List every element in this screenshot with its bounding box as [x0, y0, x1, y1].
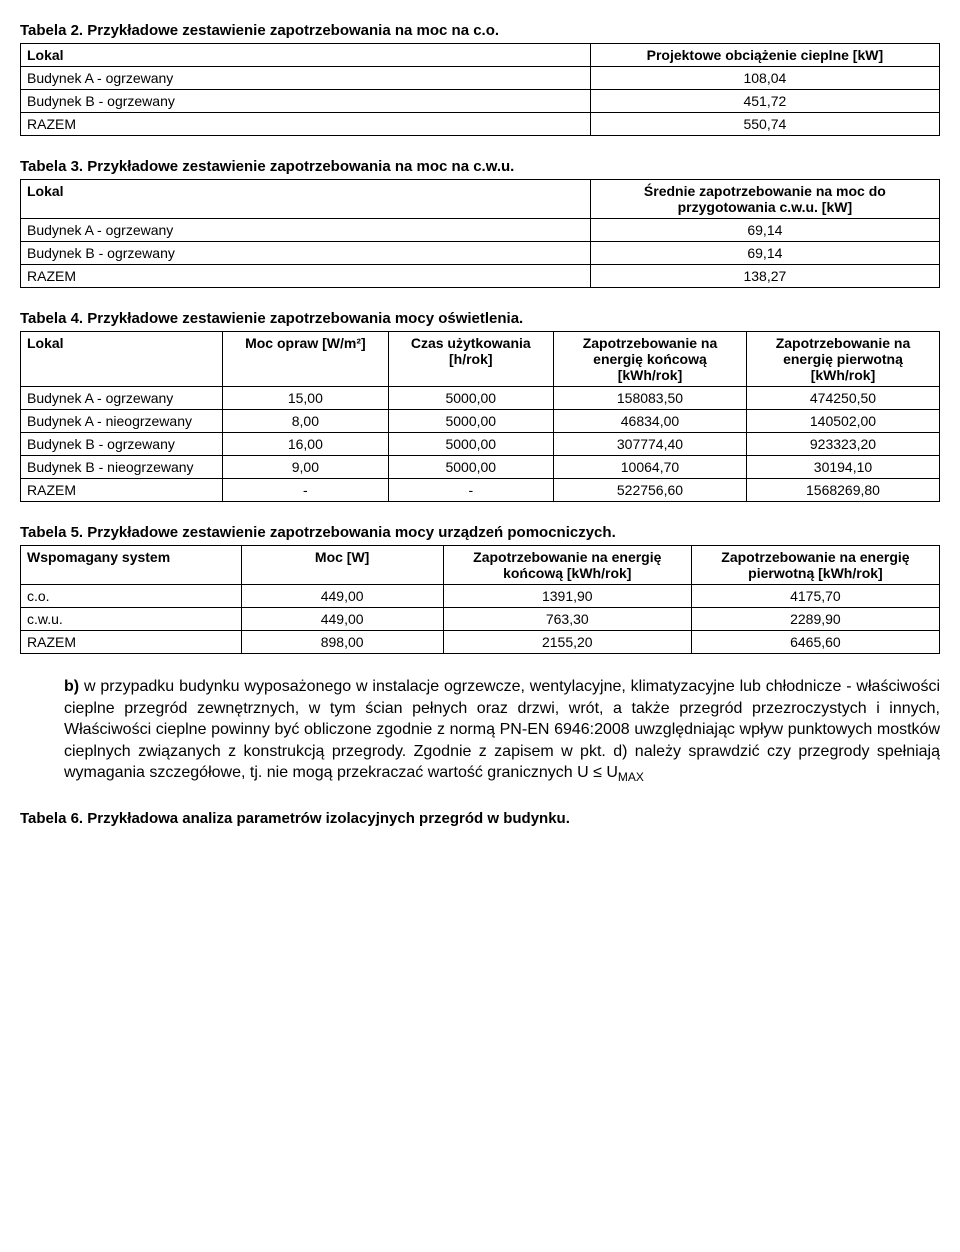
table2-body: Budynek A - ogrzewany108,04Budynek B - o…	[21, 67, 940, 136]
table-row: Budynek A - ogrzewany69,14	[21, 219, 940, 242]
table-row: Budynek B - ogrzewany69,14	[21, 242, 940, 265]
table-cell: 69,14	[590, 242, 939, 265]
table-row: Budynek B - nieogrzewany9,005000,0010064…	[21, 456, 940, 479]
table5-h2: Zapotrzebowanie na energię końcową [kWh/…	[443, 546, 691, 585]
table-row: RAZEM138,27	[21, 265, 940, 288]
paragraph-body: w przypadku budynku wyposażonego w insta…	[64, 678, 940, 781]
table-row: RAZEM550,74	[21, 113, 940, 136]
table-row: Budynek A - ogrzewany108,04	[21, 67, 940, 90]
table3-body: Budynek A - ogrzewany69,14Budynek B - og…	[21, 219, 940, 288]
table-row: RAZEM898,002155,206465,60	[21, 631, 940, 654]
table-cell: 138,27	[590, 265, 939, 288]
table-cell: 5000,00	[388, 456, 553, 479]
table4-h1: Moc opraw [W/m²]	[223, 332, 388, 387]
table-cell: Budynek A - ogrzewany	[21, 67, 591, 90]
table-cell: 5000,00	[388, 433, 553, 456]
table5-h1: Moc [W]	[241, 546, 443, 585]
table-cell: 550,74	[590, 113, 939, 136]
paragraph-b: b) w przypadku budynku wyposażonego w in…	[64, 676, 940, 786]
table-row: Budynek A - ogrzewany15,005000,00158083,…	[21, 387, 940, 410]
table-cell: 307774,40	[553, 433, 746, 456]
table-cell: 449,00	[241, 585, 443, 608]
table-row: c.w.u.449,00763,302289,90	[21, 608, 940, 631]
table-header-row: Lokal Średnie zapotrzebowanie na moc do …	[21, 180, 940, 219]
table4-h2: Czas użytkowania [h/rok]	[388, 332, 553, 387]
table-cell: Budynek B - ogrzewany	[21, 433, 223, 456]
table-cell: 2289,90	[691, 608, 939, 631]
table-cell: RAZEM	[21, 265, 591, 288]
table4-h0: Lokal	[21, 332, 223, 387]
table-row: RAZEM--522756,601568269,80	[21, 479, 940, 502]
table-cell: 140502,00	[746, 410, 939, 433]
table-cell: 9,00	[223, 456, 388, 479]
table5-h3: Zapotrzebowanie na energię pierwotną [kW…	[691, 546, 939, 585]
table-cell: -	[388, 479, 553, 502]
table-cell: 474250,50	[746, 387, 939, 410]
table-row: Budynek A - nieogrzewany8,005000,0046834…	[21, 410, 940, 433]
paragraph-lead: b)	[64, 678, 84, 695]
table-cell: 8,00	[223, 410, 388, 433]
table-cell: 108,04	[590, 67, 939, 90]
table-header-row: Lokal Moc opraw [W/m²] Czas użytkowania …	[21, 332, 940, 387]
table-cell: RAZEM	[21, 631, 242, 654]
table-row: Budynek B - ogrzewany451,72	[21, 90, 940, 113]
table-cell: Budynek A - ogrzewany	[21, 387, 223, 410]
table3-h1: Średnie zapotrzebowanie na moc do przygo…	[590, 180, 939, 219]
table-cell: 522756,60	[553, 479, 746, 502]
table-cell: Budynek B - ogrzewany	[21, 242, 591, 265]
table-cell: Budynek A - nieogrzewany	[21, 410, 223, 433]
table-cell: 6465,60	[691, 631, 939, 654]
table5-caption: Tabela 5. Przykładowe zestawienie zapotr…	[20, 524, 940, 541]
table-cell: 451,72	[590, 90, 939, 113]
table2-h0: Lokal	[21, 44, 591, 67]
table2-caption: Tabela 2. Przykładowe zestawienie zapotr…	[20, 22, 940, 39]
table3: Lokal Średnie zapotrzebowanie na moc do …	[20, 179, 940, 288]
table-cell: RAZEM	[21, 479, 223, 502]
table-cell: Budynek B - ogrzewany	[21, 90, 591, 113]
table4-h3: Zapotrzebowanie na energię końcową [kWh/…	[553, 332, 746, 387]
table-cell: 898,00	[241, 631, 443, 654]
table-cell: 1391,90	[443, 585, 691, 608]
table-cell: Budynek B - nieogrzewany	[21, 456, 223, 479]
table-header-row: Lokal Projektowe obciążenie cieplne [kW]	[21, 44, 940, 67]
table-cell: 449,00	[241, 608, 443, 631]
table-cell: -	[223, 479, 388, 502]
table-cell: Budynek A - ogrzewany	[21, 219, 591, 242]
table-cell: RAZEM	[21, 113, 591, 136]
table-cell: c.w.u.	[21, 608, 242, 631]
table-cell: 15,00	[223, 387, 388, 410]
table4-body: Budynek A - ogrzewany15,005000,00158083,…	[21, 387, 940, 502]
table5-body: c.o.449,001391,904175,70c.w.u.449,00763,…	[21, 585, 940, 654]
table-cell: 46834,00	[553, 410, 746, 433]
table3-h0: Lokal	[21, 180, 591, 219]
table2: Lokal Projektowe obciążenie cieplne [kW]…	[20, 43, 940, 136]
table-cell: 5000,00	[388, 410, 553, 433]
table-cell: c.o.	[21, 585, 242, 608]
table-cell: 4175,70	[691, 585, 939, 608]
table-cell: 763,30	[443, 608, 691, 631]
table-cell: 923323,20	[746, 433, 939, 456]
paragraph-sub: MAX	[618, 771, 644, 785]
table-cell: 16,00	[223, 433, 388, 456]
table3-caption: Tabela 3. Przykładowe zestawienie zapotr…	[20, 158, 940, 175]
table-cell: 5000,00	[388, 387, 553, 410]
table5: Wspomagany system Moc [W] Zapotrzebowani…	[20, 545, 940, 654]
table4-h4: Zapotrzebowanie na energię pierwotną [kW…	[746, 332, 939, 387]
table-row: c.o.449,001391,904175,70	[21, 585, 940, 608]
table4-caption: Tabela 4. Przykładowe zestawienie zapotr…	[20, 310, 940, 327]
table-cell: 1568269,80	[746, 479, 939, 502]
table-row: Budynek B - ogrzewany16,005000,00307774,…	[21, 433, 940, 456]
table2-h1: Projektowe obciążenie cieplne [kW]	[590, 44, 939, 67]
table-cell: 10064,70	[553, 456, 746, 479]
table-header-row: Wspomagany system Moc [W] Zapotrzebowani…	[21, 546, 940, 585]
table5-h0: Wspomagany system	[21, 546, 242, 585]
table6-caption: Tabela 6. Przykładowa analiza parametrów…	[20, 810, 940, 827]
table-cell: 2155,20	[443, 631, 691, 654]
table-cell: 30194,10	[746, 456, 939, 479]
table4: Lokal Moc opraw [W/m²] Czas użytkowania …	[20, 331, 940, 502]
table-cell: 69,14	[590, 219, 939, 242]
table-cell: 158083,50	[553, 387, 746, 410]
